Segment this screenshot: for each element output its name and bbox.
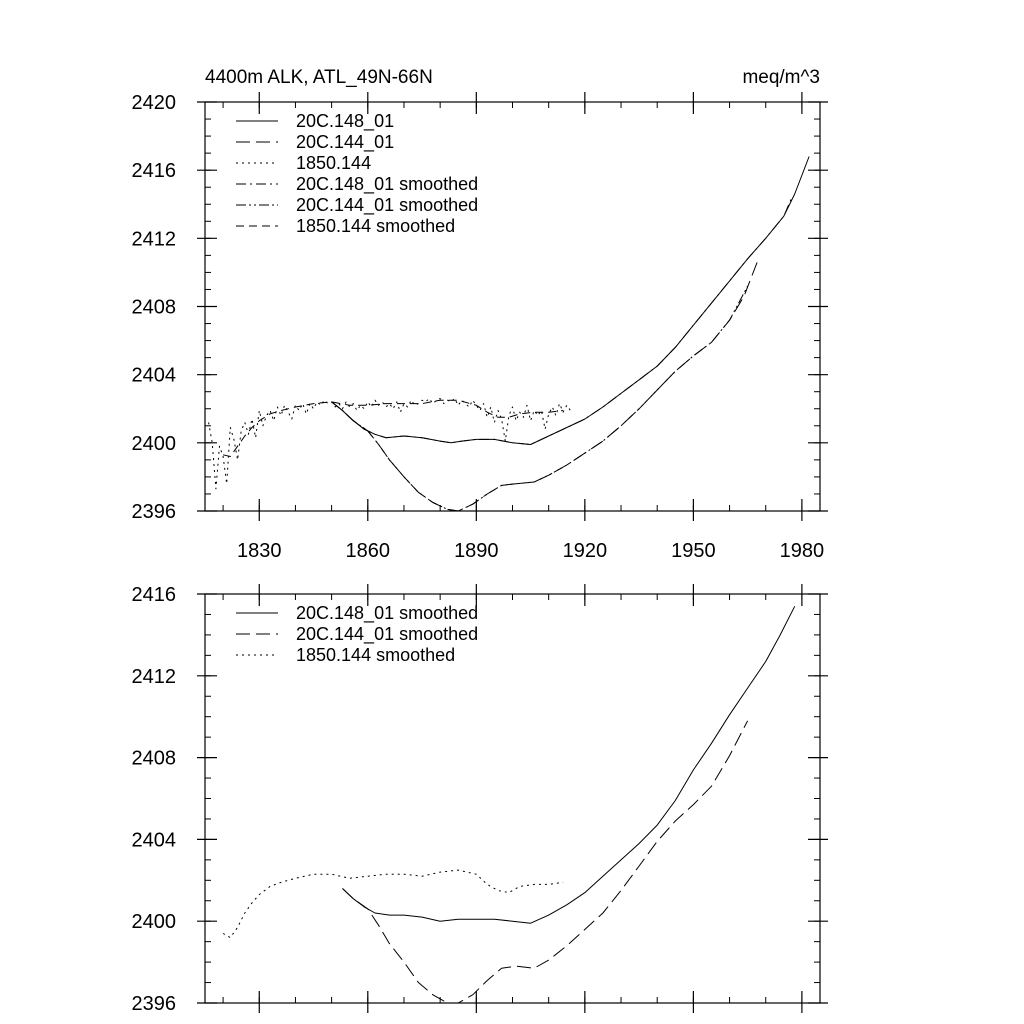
legend-label: 1850.144 — [296, 153, 371, 173]
y-tick-label: 2400 — [132, 911, 177, 933]
y-tick-label: 2404 — [132, 829, 177, 851]
bottom-panel: 2396 2400 2404 2408 2412 2416 20C.148_01 smoot… — [132, 584, 828, 1015]
series-line-1850-144 — [208, 398, 571, 490]
top-panel: 2396 2400 2404 2408 2412 2416 2420 1830 1860 1890… — [132, 67, 828, 562]
y-tick-label: 2416 — [132, 160, 177, 182]
legend-label: 20C.148_01 smoothed — [296, 174, 478, 195]
y-tick-label: 2404 — [132, 365, 177, 387]
y-tick-label: 2396 — [132, 501, 177, 523]
series-line-20c-148-01-smoothed — [331, 198, 792, 445]
y-tick-label: 2420 — [132, 92, 177, 114]
legend-label: 20C.148_01 smoothed — [296, 603, 478, 624]
legend-label: 20C.144_01 smoothed — [296, 195, 478, 216]
series-line-1850-144-smoothed — [222, 869, 564, 939]
legend-label: 20C.148_01 — [296, 111, 394, 132]
y-tick-label: 2412 — [132, 228, 177, 250]
series-line-20c-148-01-smoothed — [342, 606, 796, 924]
legend-label: 20C.144_01 — [296, 132, 394, 153]
y-tick-label: 2412 — [132, 666, 177, 688]
y-tick-label: 2400 — [132, 433, 177, 455]
x-tick-label: 1950 — [671, 540, 716, 562]
legend-label: 1850.144 smoothed — [296, 216, 455, 236]
y-tick-label: 2396 — [132, 993, 177, 1015]
x-tick-label: 1830 — [237, 540, 282, 562]
x-tick-label: 1860 — [346, 540, 391, 562]
series-line-20c-144-01 — [331, 258, 759, 511]
series-line-20c-144-01-smoothed — [342, 720, 749, 1003]
y-tick-label: 2416 — [132, 584, 177, 606]
chart-title: 4400m ALK, ATL_49N-66N — [205, 67, 433, 88]
legend-label: 1850.144 smoothed — [296, 645, 455, 665]
x-tick-label: 1980 — [780, 540, 825, 562]
y-tick-label: 2408 — [132, 297, 177, 319]
series-line-1850-144-smoothed — [222, 399, 564, 457]
y-tick-label: 2408 — [132, 748, 177, 770]
x-tick-label: 1890 — [454, 540, 499, 562]
series-line-20c-144-01-smoothed — [331, 285, 749, 511]
legend-label: 20C.144_01 smoothed — [296, 624, 478, 645]
x-tick-label: 1920 — [563, 540, 608, 562]
units-label: meq/m^3 — [742, 67, 820, 88]
